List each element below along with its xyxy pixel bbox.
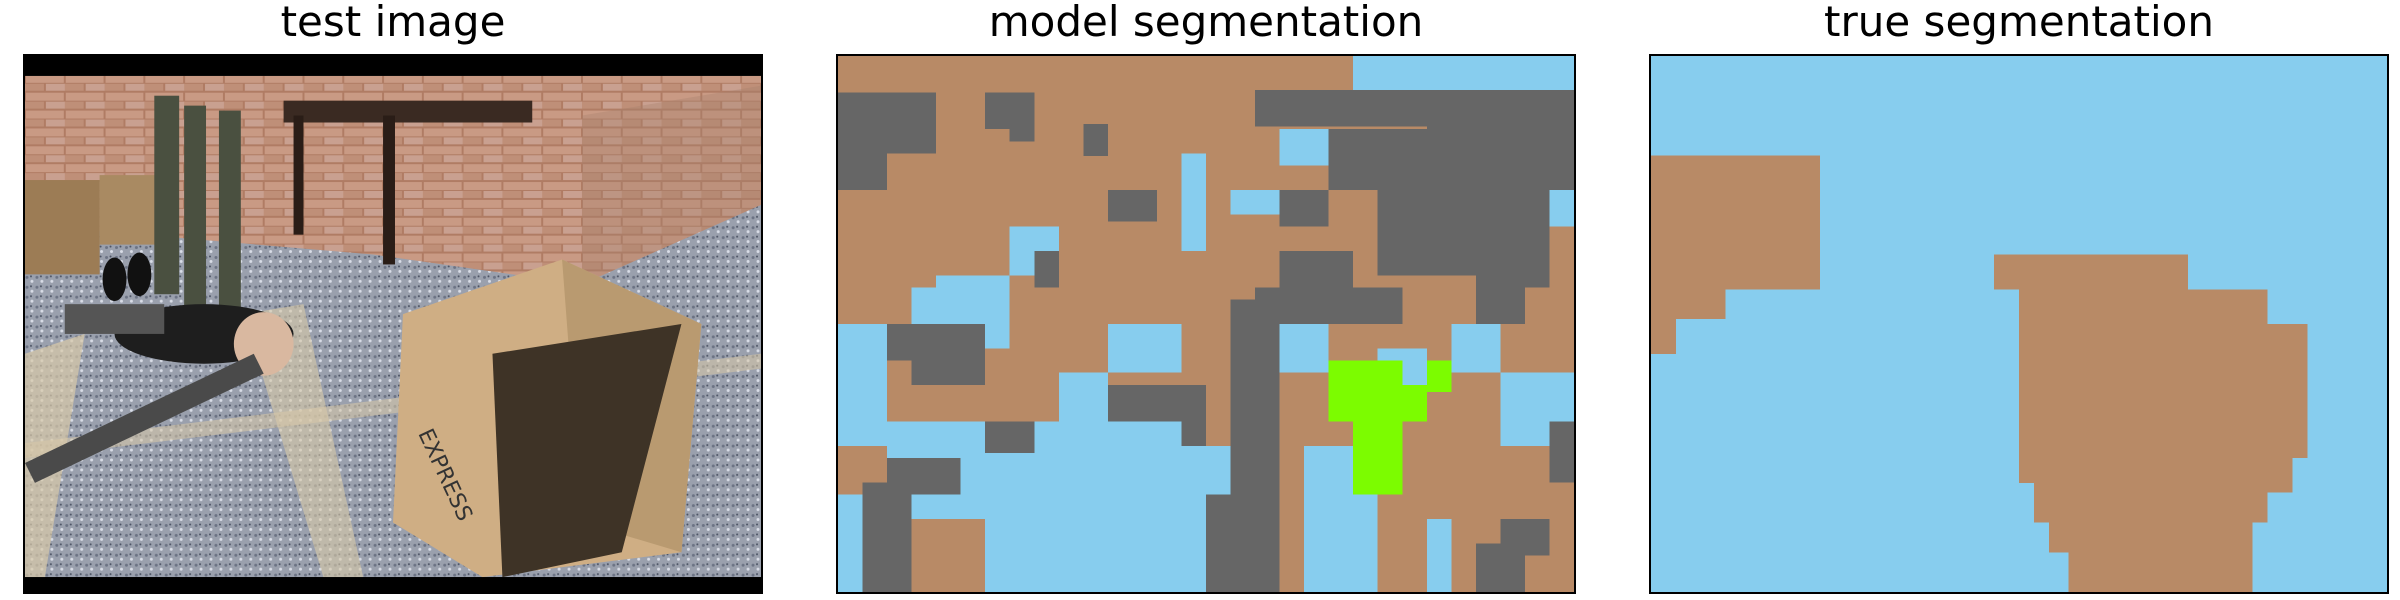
test-image: EXPRESS — [25, 56, 761, 592]
model-segmentation-map — [838, 56, 1574, 592]
panel-title-true-segmentation: true segmentation — [1824, 0, 2214, 46]
true-segmentation-map — [1651, 56, 2387, 592]
panel-title-test-image: test image — [280, 0, 506, 46]
panel-title-model-segmentation: model segmentation — [988, 0, 1424, 46]
model-segmentation-panel — [836, 54, 1576, 594]
true-segmentation-panel — [1649, 54, 2389, 594]
test-image-panel: EXPRESS — [23, 54, 763, 594]
